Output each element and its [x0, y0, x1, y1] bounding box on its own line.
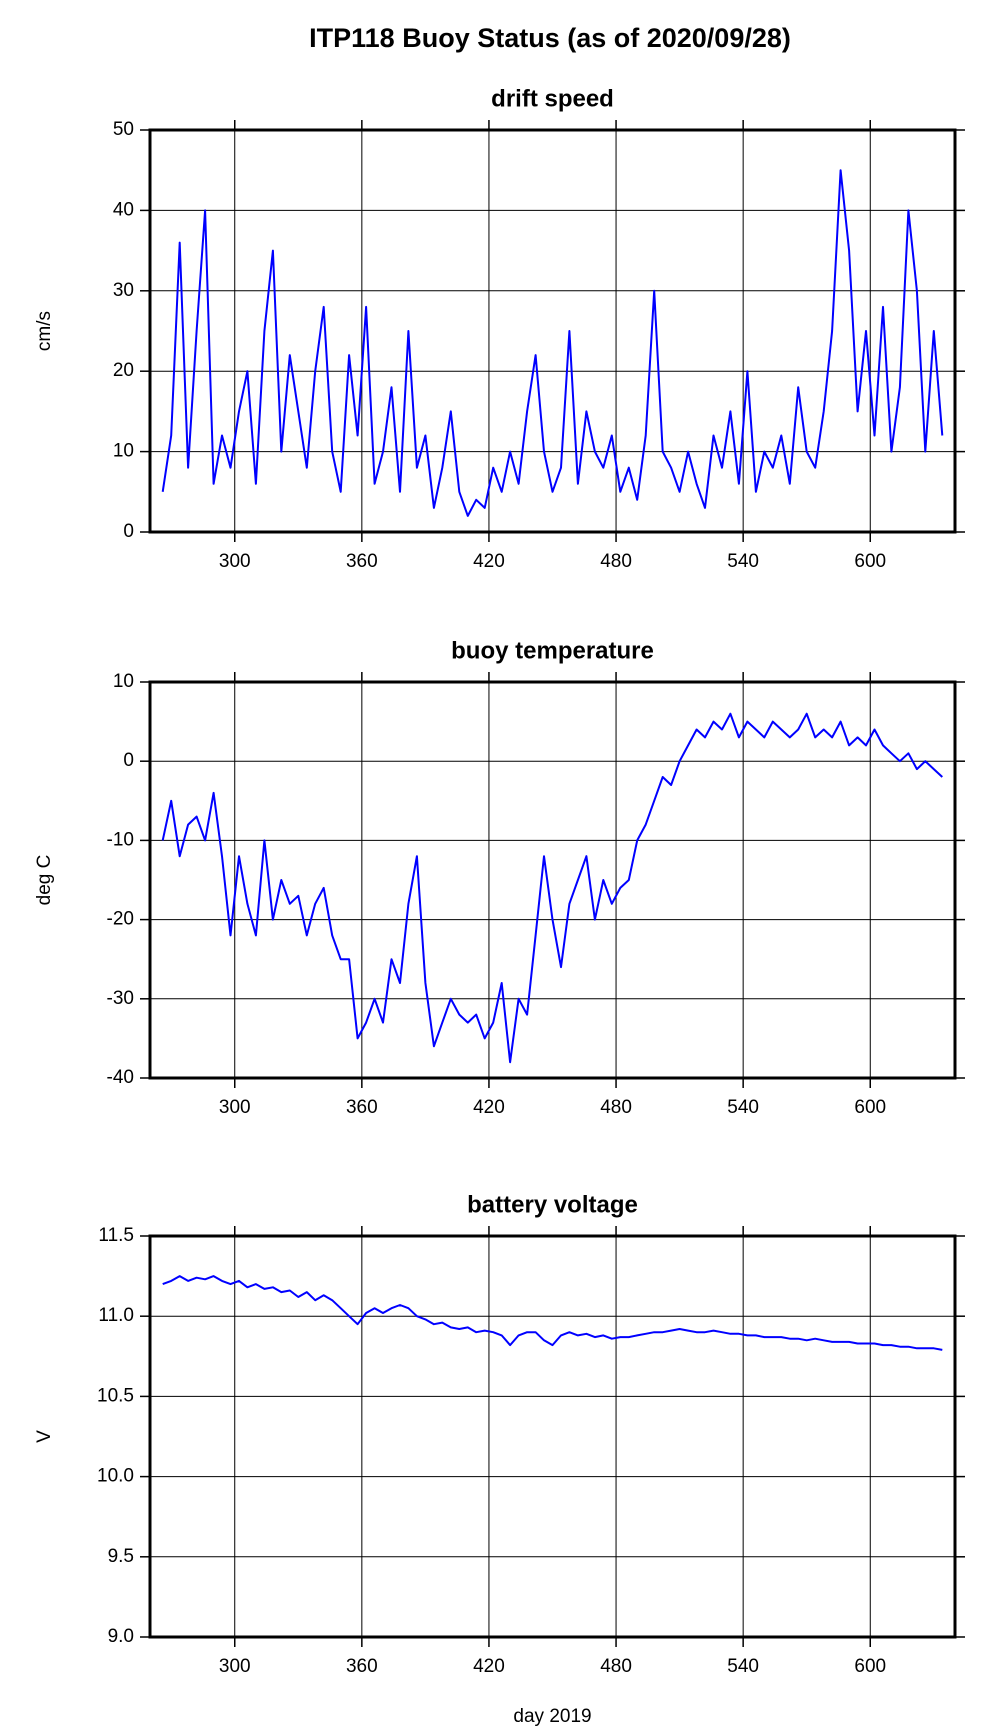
x-tick-label: 540	[727, 1656, 759, 1677]
plot-frame	[148, 1234, 957, 1639]
y-tick-label: 50	[113, 119, 134, 140]
x-tick-label: 360	[346, 1656, 378, 1677]
x-tick-label: 300	[219, 551, 251, 572]
x-tick-label: 600	[854, 1097, 886, 1118]
y-tick-label: 9.5	[108, 1546, 134, 1567]
y-tick-label: 10	[113, 671, 134, 692]
y-tick-label: 11.5	[98, 1225, 134, 1246]
y-axis-label: deg C	[34, 855, 55, 906]
y-tick-label: 30	[113, 280, 134, 301]
y-tick-label: 40	[113, 199, 134, 220]
x-tick-label: 300	[219, 1656, 251, 1677]
data-line	[161, 169, 944, 517]
x-tick-label: 420	[473, 551, 505, 572]
x-tick-label: 360	[346, 551, 378, 572]
x-tick-label: 540	[727, 551, 759, 572]
y-tick-label: 10.0	[97, 1466, 134, 1487]
y-tick-label: 10	[113, 441, 134, 462]
plot-frame	[148, 128, 957, 534]
x-tick-label: 420	[473, 1656, 505, 1677]
y-axis-label: cm/s	[34, 311, 55, 351]
y-tick-label: 0	[123, 750, 134, 771]
y-axis-label: V	[34, 1430, 55, 1443]
plot-frame	[148, 680, 957, 1080]
x-tick-label: 360	[346, 1097, 378, 1118]
data-line	[162, 1275, 943, 1351]
y-tick-label: 20	[113, 360, 134, 381]
y-tick-label: 0	[123, 521, 134, 542]
y-tick-label: -30	[107, 988, 134, 1009]
chart-title: buoy temperature	[451, 637, 654, 664]
x-tick-label: 480	[600, 1656, 632, 1677]
x-axis-label: day 2019	[513, 1706, 591, 1727]
y-tick-label: -20	[107, 909, 134, 930]
page-title: ITP118 Buoy Status (as of 2020/09/28)	[309, 23, 791, 53]
y-tick-label: -40	[107, 1067, 134, 1088]
y-tick-label: 10.5	[97, 1385, 134, 1406]
x-tick-label: 480	[600, 551, 632, 572]
x-tick-label: 600	[854, 551, 886, 572]
x-tick-label: 600	[854, 1656, 886, 1677]
y-tick-label: -10	[107, 829, 134, 850]
x-tick-label: 420	[473, 1097, 505, 1118]
y-tick-label: 9.0	[108, 1626, 134, 1647]
y-tick-label: 11.0	[98, 1305, 134, 1326]
chart-title: battery voltage	[467, 1191, 638, 1218]
data-line	[161, 712, 943, 1064]
x-tick-label: 300	[219, 1097, 251, 1118]
x-tick-label: 480	[600, 1097, 632, 1118]
x-tick-label: 540	[727, 1097, 759, 1118]
chart-title: drift speed	[491, 85, 614, 112]
